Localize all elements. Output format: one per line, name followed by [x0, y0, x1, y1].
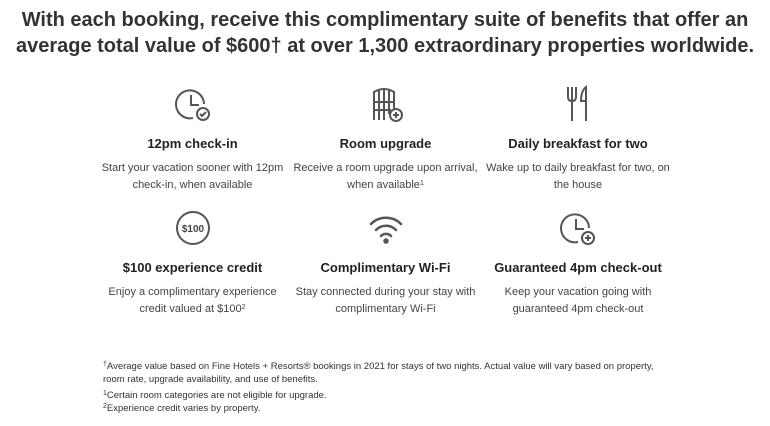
benefit-title: 12pm check-in [147, 136, 238, 151]
footnote: †Average value based on Fine Hotels + Re… [103, 361, 654, 385]
benefit-checkin: 12pm check-in Start your vacation sooner… [96, 84, 289, 208]
page-title: With each booking, receive this complime… [15, 9, 755, 57]
svg-text:$100: $100 [181, 224, 204, 235]
benefits-grid: 12pm check-in Start your vacation sooner… [96, 84, 674, 332]
benefit-upgrade: Room upgrade Receive a room upgrade upon… [289, 84, 482, 208]
clock-check-icon [96, 84, 289, 124]
clock-plus-icon [482, 208, 674, 248]
benefit-title: $100 experience credit [122, 260, 263, 275]
benefit-desc: Enjoy a complimentary experience credit … [108, 286, 277, 315]
benefit-credit: $100 $100 experience credit Enjoy a comp… [96, 208, 289, 332]
door-plus-icon [289, 84, 482, 124]
footnote: 2Experience credit varies by property. [103, 403, 261, 414]
benefit-breakfast: Daily breakfast for two Wake up to daily… [482, 84, 674, 208]
benefit-title: Room upgrade [339, 136, 432, 151]
wifi-icon [289, 208, 482, 248]
footnote: 1Certain room categories are not eligibl… [103, 390, 327, 401]
benefit-title: Complimentary Wi-Fi [320, 260, 451, 275]
benefit-desc: Start your vacation sooner with 12pm che… [101, 162, 284, 191]
footnotes: †Average value based on Fine Hotels + Re… [103, 360, 673, 415]
fork-knife-icon [482, 84, 674, 124]
benefit-desc: Keep your vacation going with guaranteed… [504, 286, 652, 315]
benefit-title: Guaranteed 4pm check-out [494, 260, 662, 275]
benefit-desc: Stay connected during your stay with com… [295, 286, 476, 315]
benefit-wifi: Complimentary Wi-Fi Stay connected durin… [289, 208, 482, 332]
dollar-100-icon: $100 [96, 208, 289, 248]
benefit-title: Daily breakfast for two [508, 136, 648, 151]
benefit-checkout: Guaranteed 4pm check-out Keep your vacat… [482, 208, 674, 332]
benefit-desc: Receive a room upgrade upon arrival, whe… [293, 162, 478, 191]
benefit-desc: Wake up to daily breakfast for two, on t… [486, 162, 670, 191]
